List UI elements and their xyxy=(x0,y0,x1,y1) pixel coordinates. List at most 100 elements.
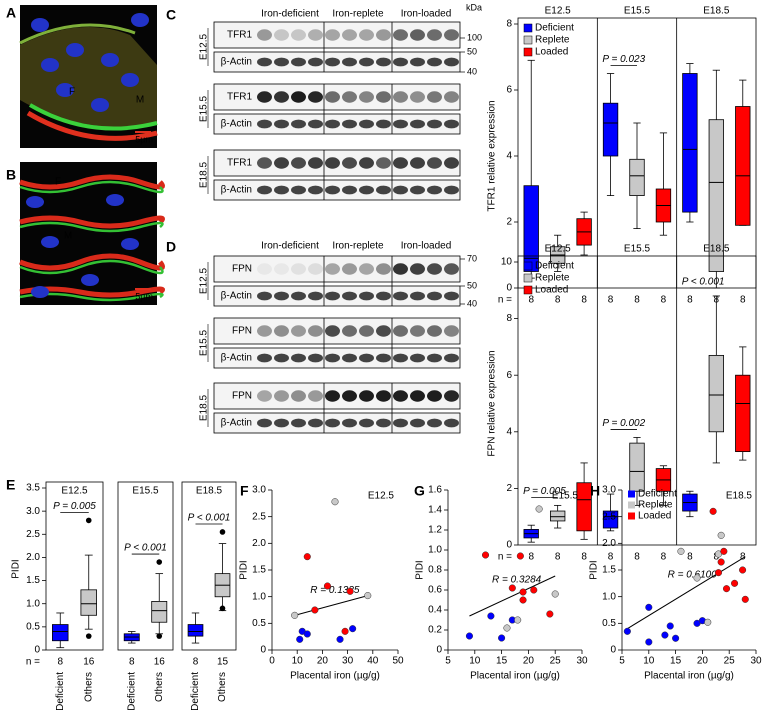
band xyxy=(325,263,340,275)
y-tick-label: 1.4 xyxy=(428,505,442,516)
band xyxy=(308,325,323,337)
n-value: 8 xyxy=(129,657,135,668)
n-label: n = xyxy=(498,552,512,563)
point xyxy=(551,590,559,598)
band xyxy=(325,119,340,129)
point xyxy=(498,634,506,642)
band xyxy=(359,291,374,301)
band xyxy=(308,157,323,169)
point xyxy=(481,551,490,559)
group-title: E12.5 xyxy=(545,244,572,255)
band xyxy=(308,29,323,41)
n-value: 8 xyxy=(608,295,614,306)
x-tick-label: 30 xyxy=(750,656,762,667)
band xyxy=(444,119,459,129)
band xyxy=(410,57,425,67)
band xyxy=(444,353,459,363)
point xyxy=(364,592,372,600)
vessel-green xyxy=(19,292,164,302)
panel-letter: D xyxy=(166,239,176,255)
legend-swatch xyxy=(523,35,533,45)
legend-label: Replete xyxy=(535,273,570,284)
point xyxy=(503,624,511,632)
band xyxy=(325,157,340,169)
band xyxy=(376,57,391,67)
n-value: 8 xyxy=(661,552,667,563)
outlier xyxy=(156,633,163,639)
y-tick-label: 2.5 xyxy=(26,529,40,540)
band xyxy=(308,91,323,103)
y-tick-label: 1.0 xyxy=(428,545,442,556)
band xyxy=(410,390,425,402)
y-tick-label: 8 xyxy=(506,19,512,30)
chart-title: E12.5 xyxy=(368,491,395,502)
band xyxy=(359,263,374,275)
band xyxy=(342,91,357,103)
band xyxy=(393,57,408,67)
region-label: M xyxy=(64,231,72,242)
x-tick-label: 25 xyxy=(550,656,562,667)
y-tick-label: 1.6 xyxy=(428,485,442,496)
stage-label: E18.5 xyxy=(199,394,210,421)
protein-label: β-Actin xyxy=(221,185,252,196)
band xyxy=(308,185,323,195)
x-axis-label: Placental iron (µg/g) xyxy=(290,671,380,682)
region-label: F xyxy=(55,177,61,188)
x-tick-label: 15 xyxy=(496,656,508,667)
band xyxy=(376,325,391,337)
band xyxy=(291,263,306,275)
nucleus xyxy=(31,286,49,298)
y-tick-label: 0 xyxy=(436,645,442,656)
band xyxy=(393,185,408,195)
band xyxy=(444,157,459,169)
y-tick-label: 0 xyxy=(34,645,40,656)
y-tick-label: 3.0 xyxy=(26,506,40,517)
point xyxy=(487,612,495,620)
y-tick-label: 0 xyxy=(260,645,266,656)
y-tick-label: 4 xyxy=(506,151,512,162)
band xyxy=(376,418,391,428)
band xyxy=(274,157,289,169)
point xyxy=(661,631,669,639)
band xyxy=(427,119,442,129)
y-tick-label: 1.0 xyxy=(252,591,266,602)
band xyxy=(342,263,357,275)
marker-label: 50 xyxy=(467,280,477,290)
band xyxy=(291,418,306,428)
band xyxy=(291,185,306,195)
band xyxy=(308,291,323,301)
point xyxy=(717,531,725,539)
x-tick-label: 5 xyxy=(445,656,451,667)
blot xyxy=(207,255,465,434)
n-value: 8 xyxy=(608,552,614,563)
n-value: 16 xyxy=(154,657,166,668)
n-value: 16 xyxy=(83,657,95,668)
y-tick-label: 10 xyxy=(501,257,513,268)
regression-line xyxy=(627,556,746,630)
stage-label: E12.5 xyxy=(199,267,210,294)
n-value: 8 xyxy=(714,552,720,563)
n-value: 8 xyxy=(740,295,746,306)
box xyxy=(187,624,204,637)
point xyxy=(709,507,717,515)
y-tick-label: 1.5 xyxy=(602,565,616,576)
n-value: 8 xyxy=(661,295,667,306)
micrograph xyxy=(19,162,165,305)
band xyxy=(291,353,306,363)
point xyxy=(714,569,723,577)
y-tick-label: 0 xyxy=(506,283,512,294)
nucleus xyxy=(121,238,139,250)
band xyxy=(291,325,306,337)
outlier xyxy=(219,529,226,535)
band xyxy=(274,291,289,301)
band xyxy=(274,185,289,195)
correlation-label: R = 0.1335 xyxy=(310,585,360,596)
x-category-label: Others xyxy=(217,672,228,702)
correlation-label: R = 0.3284 xyxy=(492,575,542,586)
vessel-green xyxy=(19,259,164,275)
n-value: 8 xyxy=(193,657,199,668)
condition-label: Iron-deficient xyxy=(261,9,319,20)
box xyxy=(708,354,725,433)
legend-swatch xyxy=(523,47,533,57)
point xyxy=(296,635,304,643)
